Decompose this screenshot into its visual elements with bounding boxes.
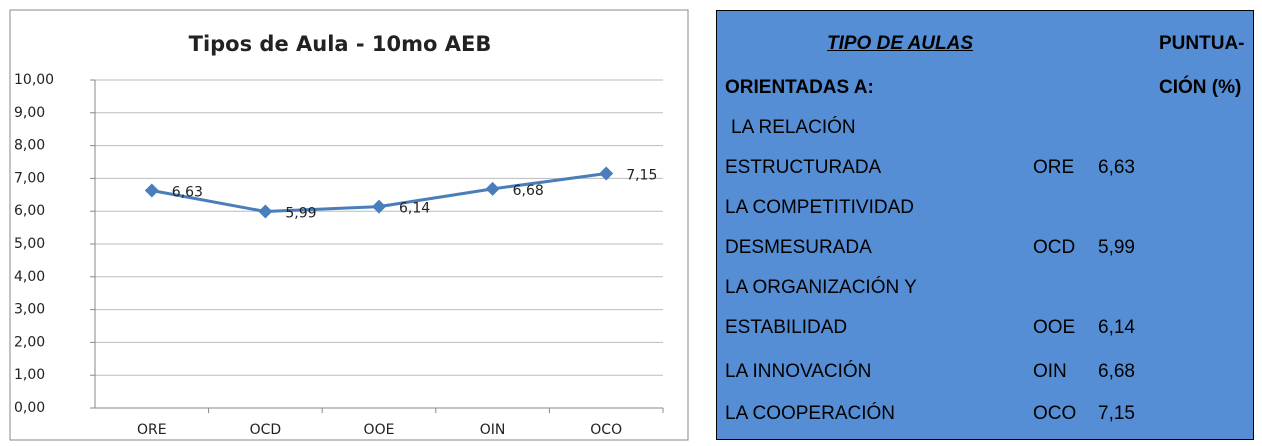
marker (485, 181, 500, 196)
y-tick-label: 9,00 (14, 105, 45, 121)
marker (258, 204, 273, 219)
table-cell: ESTABILIDAD (725, 317, 848, 338)
table-cell: DESMESURADA (725, 237, 872, 258)
chart-title: Tipos de Aula - 10mo AEB (189, 32, 492, 56)
y-tick-label: 1,00 (14, 367, 45, 383)
chart: Tipos de Aula - 10mo AEB 0,00 1,00 2,00 3,0… (9, 9, 689, 441)
table-cell: OOE (1033, 317, 1076, 338)
header-cell: TIPO DE AULAS (827, 33, 974, 54)
table-cell: OCO (1033, 403, 1077, 424)
x-tick-label: OCD (250, 422, 282, 438)
x-tick-label: OOE (364, 422, 395, 438)
data-label: 6,63 (172, 185, 203, 201)
table-cell: ESTRUCTURADA (725, 157, 882, 178)
x-tick-label: OIN (480, 422, 506, 438)
table: TIPO DE AULAS PUNTUA- ORIENTADAS A: CIÓN (%… (716, 10, 1254, 440)
table-cell: 6,63 (1098, 157, 1135, 178)
table-cell: 5,99 (1098, 237, 1135, 258)
table-cell: OCD (1033, 237, 1076, 258)
data-label: 5,99 (285, 206, 316, 222)
marker (144, 183, 159, 198)
y-tick-label: 4,00 (14, 269, 45, 285)
y-tick-label: 5,00 (14, 236, 45, 252)
header-cell: ORIENTADAS A: (725, 77, 874, 98)
y-tick-label: 6,00 (14, 203, 45, 219)
table-cell: LA INNOVACIÓN (725, 361, 872, 382)
table-cell: 7,15 (1098, 403, 1135, 424)
data-label: 7,15 (626, 167, 657, 183)
y-tick-label: 3,00 (14, 302, 45, 318)
y-tick-label: 7,00 (14, 170, 45, 186)
chart-frame (9, 9, 689, 441)
table-cell: LA COOPERACIÓN (725, 403, 895, 424)
table-cell: 6,68 (1098, 361, 1135, 382)
x-tick-label: OCO (590, 422, 622, 438)
y-tick-label: 0,00 (14, 400, 45, 416)
marker (372, 199, 386, 214)
y-tick-label: 2,00 (14, 334, 45, 350)
table-cell: 6,14 (1098, 317, 1135, 338)
x-tick-label: ORE (137, 422, 167, 438)
table-cell: LA COMPETITIVIDAD (725, 197, 914, 218)
y-tick-label: 8,00 (14, 138, 45, 154)
y-tick-label: 10,00 (14, 72, 54, 88)
table-cell: ORE (1033, 157, 1075, 178)
table-cell: LA RELACIÓN (731, 117, 856, 138)
table-cell: LA ORGANIZACIÓN Y (725, 277, 917, 298)
header-cell: PUNTUA- (1159, 33, 1245, 54)
marker (599, 166, 614, 181)
header-cell: CIÓN (%) (1159, 77, 1242, 98)
data-label: 6,68 (513, 183, 544, 199)
data-label: 6,14 (399, 201, 430, 217)
table-cell: OIN (1033, 361, 1067, 382)
